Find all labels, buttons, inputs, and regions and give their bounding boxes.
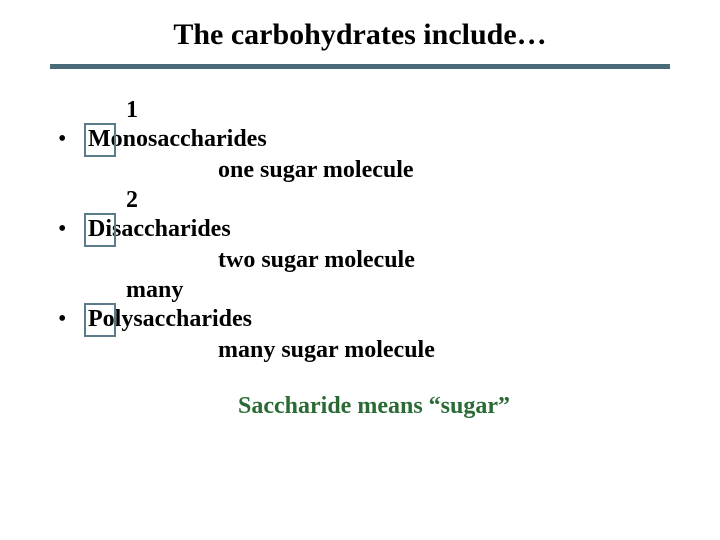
term-wrap: Disaccharides (88, 215, 231, 244)
list-item: • Disaccharides (58, 215, 680, 244)
definition-text: two sugar molecule (218, 246, 680, 275)
definition-text: many sugar molecule (218, 336, 680, 365)
content-list: 1 • Monosaccharides one sugar molecule 2… (40, 97, 680, 420)
bullet-icon: • (58, 215, 88, 244)
slide-title: The carbohydrates include… (40, 18, 680, 64)
definition-text: one sugar molecule (218, 156, 680, 185)
footer-note: Saccharide means “sugar” (238, 393, 680, 420)
term-wrap: Polysaccharides (88, 305, 252, 334)
title-underline (50, 64, 670, 69)
term-wrap: Monosaccharides (88, 125, 267, 154)
annotation-many: many (126, 277, 680, 303)
bullet-icon: • (58, 305, 88, 334)
bullet-icon: • (58, 125, 88, 154)
annotation-1: 1 (126, 97, 680, 123)
slide: The carbohydrates include… 1 • Monosacch… (0, 0, 720, 540)
list-item: • Monosaccharides (58, 125, 680, 154)
list-item: • Polysaccharides (58, 305, 680, 334)
term-text: Disaccharides (88, 216, 231, 242)
annotation-2: 2 (126, 187, 680, 213)
term-text: Monosaccharides (88, 126, 267, 152)
term-text: Polysaccharides (88, 306, 252, 332)
